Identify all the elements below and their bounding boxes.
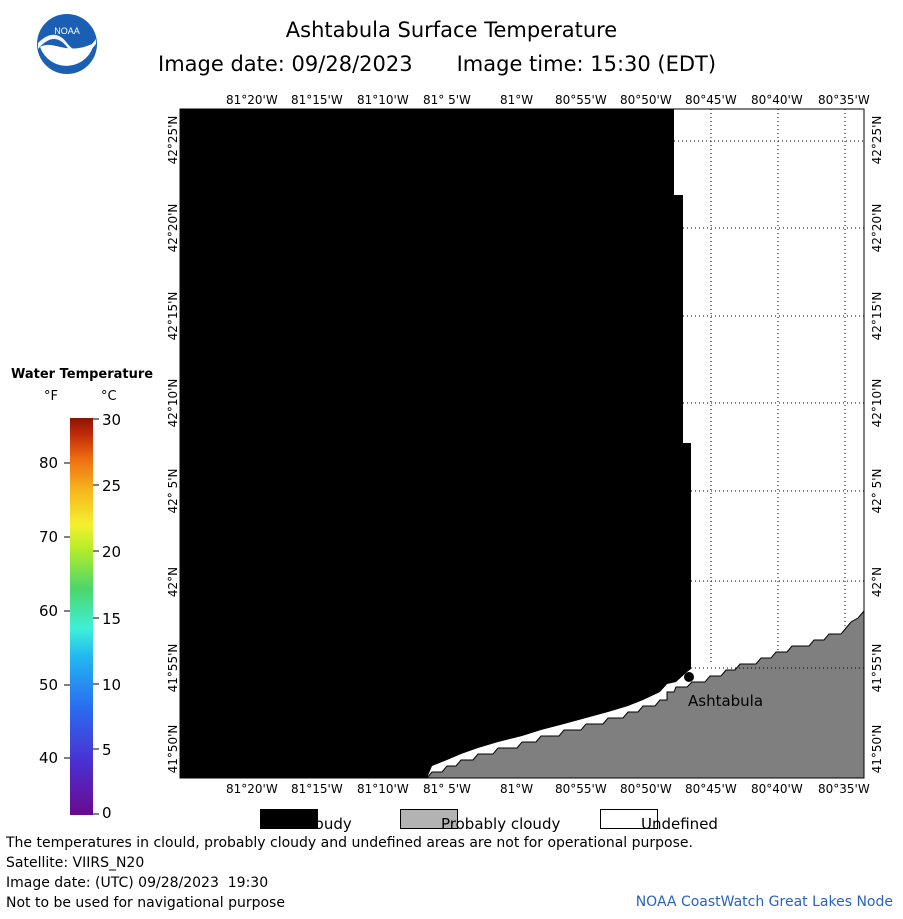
map-border <box>179 108 865 779</box>
city-marker-icon <box>684 672 694 682</box>
lat-label-right: 42°25'N <box>870 115 884 165</box>
image-date: Image date: 09/28/2023 <box>158 52 413 76</box>
color-bar <box>70 418 93 815</box>
lon-label-bottom: 80°40'W <box>751 782 803 796</box>
lat-label-right: 42°N <box>870 566 884 598</box>
image-datetime: Image date: 09/28/2023 Image time: 15:30 … <box>158 52 716 76</box>
fahrenheit-tick: 80 <box>39 454 59 472</box>
probably-cloudy-swatch <box>400 809 458 829</box>
celsius-tick: 5 <box>102 741 112 759</box>
graticule <box>674 109 864 669</box>
lat-label-left: 42°15'N <box>166 291 180 341</box>
probably-cloudy-region <box>425 609 865 779</box>
lon-label-top: 80°50'W <box>620 93 672 107</box>
logo-text: NOAA <box>54 26 80 36</box>
lon-label-top: 81° 5'W <box>423 93 471 107</box>
lon-label-bottom: 81°W <box>500 782 534 796</box>
cloudy-label: Cloudy <box>300 815 352 833</box>
lon-label-top: 81°10'W <box>357 93 409 107</box>
page-title: Ashtabula Surface Temperature <box>285 18 618 42</box>
lon-label-bottom: 81°15'W <box>291 782 343 796</box>
lon-label-top: 81°W <box>500 93 534 107</box>
lon-label-bottom: 81° 5'W <box>423 782 471 796</box>
lat-label-left: 42°20'N <box>166 203 180 253</box>
lat-label-left: 42° 5'N <box>166 468 180 514</box>
celsius-tick: 20 <box>102 543 122 561</box>
celsius-tick: 0 <box>102 804 112 822</box>
unit-fahrenheit: °F <box>44 389 58 404</box>
lon-label-top: 80°45'W <box>685 93 737 107</box>
undefined-label: Undefined <box>641 815 718 833</box>
lat-label-left: 41°55'N <box>166 643 180 693</box>
noaa-logo: NOAA <box>36 13 98 75</box>
lat-label-left: 42°N <box>166 566 180 598</box>
disclaimer-text: The temperatures in clould, probably clo… <box>6 835 693 851</box>
node-credit: NOAA CoastWatch Great Lakes Node <box>635 894 893 910</box>
city-label: Ashtabula <box>688 692 764 710</box>
fahrenheit-tick: 60 <box>39 602 59 620</box>
lat-label-right: 42°10'N <box>870 378 884 428</box>
lat-label-left: 41°50'N <box>166 724 180 774</box>
lat-label-right: 41°50'N <box>870 724 884 774</box>
lat-label-right: 42°20'N <box>870 203 884 253</box>
lon-label-bottom: 81°10'W <box>357 782 409 796</box>
celsius-tick: 30 <box>102 411 122 429</box>
satellite-text: Satellite: VIIRS_N20 <box>6 855 145 871</box>
lon-label-bottom: 80°50'W <box>620 782 672 796</box>
undefined-swatch <box>600 809 658 829</box>
lon-label-bottom: 81°20'W <box>226 782 278 796</box>
lon-label-bottom: 80°55'W <box>555 782 607 796</box>
navigation-warning: Not to be used for navigational purpose <box>6 895 285 911</box>
celsius-tick: 10 <box>102 676 122 694</box>
image-time: Image time: 15:30 (EDT) <box>456 52 717 76</box>
lat-label-right: 42°15'N <box>870 291 884 341</box>
lon-label-top: 81°20'W <box>226 93 278 107</box>
lat-label-right: 41°55'N <box>870 643 884 693</box>
lat-label-left: 42°25'N <box>166 115 180 165</box>
cloudy-swatch <box>260 809 318 829</box>
fahrenheit-tick: 70 <box>39 528 59 546</box>
lon-label-top: 80°40'W <box>751 93 803 107</box>
lon-label-top: 81°15'W <box>291 93 343 107</box>
lon-label-bottom: 80°35'W <box>818 782 870 796</box>
noaa-emblem-icon: NOAA <box>37 14 97 74</box>
lon-label-bottom: 80°45'W <box>685 782 737 796</box>
utc-date-text: Image date: (UTC) 09/28/2023 19:30 <box>6 875 269 891</box>
unit-celsius: °C <box>101 389 117 404</box>
lat-label-left: 42°10'N <box>166 378 180 428</box>
cloudy-region <box>180 109 691 778</box>
lat-label-right: 42° 5'N <box>870 468 884 514</box>
fahrenheit-tick: 50 <box>39 676 59 694</box>
celsius-tick: 25 <box>102 477 122 495</box>
probably-cloudy-label: Probably cloudy <box>441 815 561 833</box>
lon-label-top: 80°55'W <box>555 93 607 107</box>
fahrenheit-tick: 40 <box>39 749 59 767</box>
lon-label-top: 80°35'W <box>818 93 870 107</box>
celsius-tick: 15 <box>102 610 122 628</box>
color-bar-ticks <box>64 418 99 815</box>
legend-title: Water Temperature <box>11 367 154 382</box>
